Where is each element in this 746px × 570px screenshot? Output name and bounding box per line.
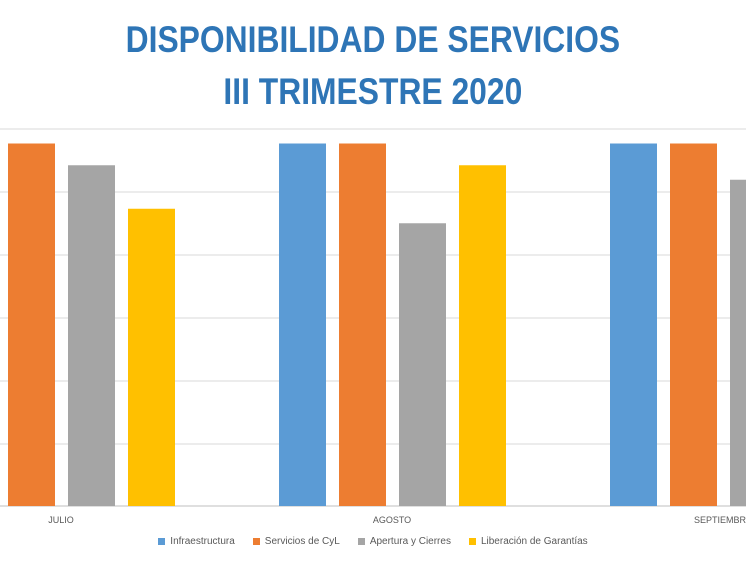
x-tick-label-agosto: AGOSTO (373, 515, 411, 525)
x-tick-label-julio: JULIO (48, 515, 74, 525)
legend-label-liberacion: Liberación de Garantías (480, 536, 588, 547)
bar-septiembre-series-0 (610, 143, 657, 506)
legend-swatch-servicios (252, 538, 260, 545)
x-tick-label-septiembre: SEPTIEMBRE (694, 515, 746, 525)
legend: Infraestructura Servicios de CyL Apertur… (0, 536, 746, 547)
bar-agosto-series-3 (459, 165, 506, 506)
legend-item-infraestructura: Infraestructura (158, 536, 235, 547)
legend-item-servicios: Servicios de CyL (252, 536, 340, 547)
bar-septiembre-series-1 (670, 143, 717, 506)
legend-swatch-apertura (357, 538, 365, 545)
legend-swatch-infraestructura (158, 538, 166, 545)
bar-agosto-series-0 (279, 143, 326, 506)
legend-swatch-liberacion (468, 538, 476, 545)
chart-title-line1: DISPONIBILIDAD DE SERVICIOS (125, 19, 621, 60)
bar-julio-series-1 (8, 143, 55, 506)
chart-title: DISPONIBILIDAD DE SERVICIOS III TRIMESTR… (52, 14, 694, 118)
legend-label-infraestructura: Infraestructura (170, 536, 235, 547)
bar-agosto-series-1 (339, 143, 386, 506)
bar-julio-series-3 (128, 208, 175, 506)
bar-septiembre-series-2 (730, 179, 746, 506)
legend-label-apertura: Apertura y Cierres (369, 536, 451, 547)
legend-item-apertura: Apertura y Cierres (357, 536, 451, 547)
bar-agosto-series-2 (399, 223, 446, 506)
bar-julio-series-2 (68, 165, 115, 506)
chart-subtitle: III TRIMESTRE 2020 (223, 71, 523, 112)
bar-chart: JULIO AGOSTO SEPTIEMBRE (0, 128, 746, 525)
legend-label-servicios: Servicios de CyL (264, 536, 340, 547)
legend-item-liberacion: Liberación de Garantías (468, 536, 588, 547)
